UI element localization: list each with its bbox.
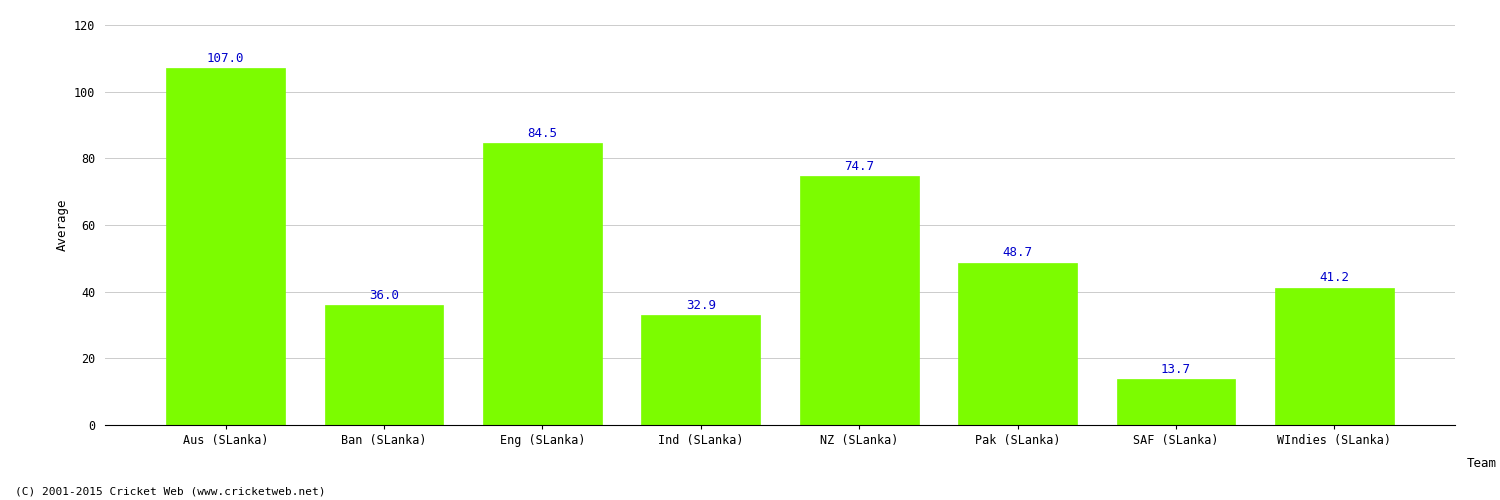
- Bar: [483, 144, 602, 425]
- Bar: [642, 316, 760, 425]
- Bar: [166, 68, 285, 425]
- Text: (C) 2001-2015 Cricket Web (www.cricketweb.net): (C) 2001-2015 Cricket Web (www.cricketwe…: [15, 487, 326, 497]
- X-axis label: Team: Team: [1467, 457, 1497, 470]
- Text: 107.0: 107.0: [207, 52, 245, 65]
- Bar: [800, 176, 918, 425]
- Text: 36.0: 36.0: [369, 288, 399, 302]
- Text: 48.7: 48.7: [1002, 246, 1032, 260]
- Text: 41.2: 41.2: [1320, 272, 1350, 284]
- Text: 74.7: 74.7: [844, 160, 874, 172]
- Bar: [324, 305, 444, 425]
- Text: 13.7: 13.7: [1161, 363, 1191, 376]
- Text: 84.5: 84.5: [528, 127, 558, 140]
- Bar: [1116, 380, 1236, 425]
- Text: 32.9: 32.9: [686, 299, 716, 312]
- Bar: [958, 262, 1077, 425]
- Y-axis label: Average: Average: [56, 198, 69, 251]
- Bar: [1275, 288, 1394, 425]
